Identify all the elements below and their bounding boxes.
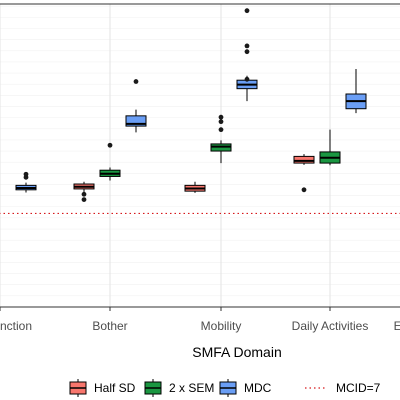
x-tick-label: Emotional Status xyxy=(394,319,400,333)
box xyxy=(125,115,147,127)
legend-item-half-sd: Half SD xyxy=(69,379,136,397)
legend-item-2-x-sem: 2 x SEM xyxy=(144,379,214,397)
legend-label: MDC xyxy=(244,381,272,395)
outlier-point xyxy=(244,43,250,49)
outlier-point xyxy=(244,49,250,55)
outlier-point xyxy=(218,119,224,125)
box-2-x-sem-bother xyxy=(99,142,121,181)
outlier-point xyxy=(244,8,250,14)
legend-label: 2 x SEM xyxy=(169,381,214,395)
legend-label: Half SD xyxy=(94,381,136,395)
x-tick-label: Bother xyxy=(92,319,127,333)
box-2-x-sem-mobility xyxy=(210,114,232,164)
plot-border xyxy=(0,3,400,308)
outlier-point xyxy=(81,197,87,203)
box-mdc-mobility xyxy=(236,8,258,102)
box-mdc-function xyxy=(15,171,37,193)
box-half-sd-daily-activities xyxy=(293,154,315,193)
x-tick-labels: nction Bother Mobility Daily Activities Emot… xyxy=(0,307,400,333)
outlier-point xyxy=(81,191,87,197)
outlier-point xyxy=(23,171,29,177)
boxes-group xyxy=(15,8,367,203)
box-mdc-bother xyxy=(125,79,147,133)
box xyxy=(293,155,315,164)
box-half-sd-bother xyxy=(73,181,95,203)
outlier-point xyxy=(107,142,113,148)
x-tick-label: nction xyxy=(0,319,32,333)
legend: Half SD 2 x SEM MDC MCID=7 xyxy=(69,379,381,397)
outlier-point xyxy=(301,187,307,193)
outlier-point xyxy=(133,79,139,84)
outlier-point xyxy=(244,76,250,82)
legend-label: MCID=7 xyxy=(336,381,381,395)
legend-item-mcid-7: MCID=7 xyxy=(305,381,381,395)
box-mdc-daily-activities xyxy=(345,69,367,114)
outlier-point xyxy=(218,127,224,133)
box-2-x-sem-daily-activities xyxy=(319,129,341,166)
outlier-point xyxy=(218,114,224,120)
x-axis-title: SMFA Domain xyxy=(192,344,281,360)
x-tick-label: Mobility xyxy=(201,319,242,333)
x-tick-label: Daily Activities xyxy=(292,319,369,333)
legend-item-mdc: MDC xyxy=(219,379,272,397)
box-half-sd-mobility xyxy=(184,181,206,193)
